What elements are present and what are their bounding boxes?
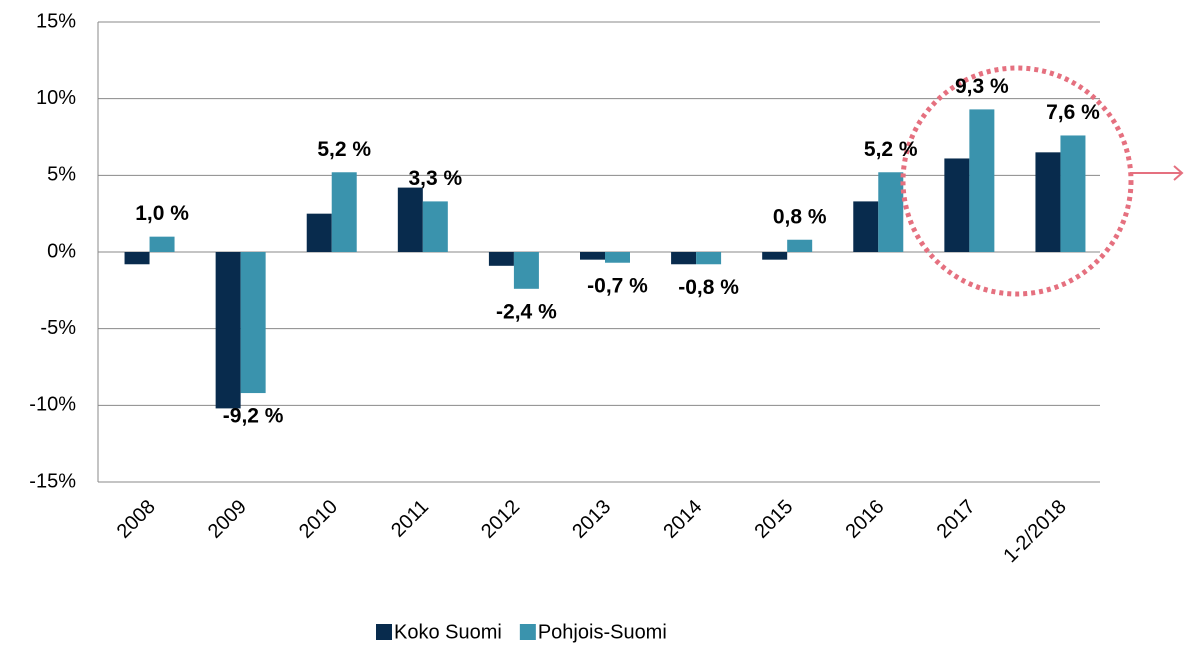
- bar: [488, 252, 514, 266]
- y-tick-label: 0%: [47, 240, 76, 262]
- value-label: 1,0 %: [135, 202, 189, 225]
- x-tick-label: 2009: [204, 496, 251, 543]
- x-tick-label: 2008: [113, 496, 160, 543]
- value-label: 0,8 %: [773, 205, 827, 228]
- bars: [124, 109, 1086, 409]
- bar: [513, 252, 539, 289]
- bar: [696, 252, 722, 265]
- bar: [787, 239, 813, 252]
- bar: [878, 172, 904, 252]
- y-tick-label: 10%: [36, 87, 76, 109]
- x-tick-label: 2012: [477, 496, 524, 543]
- x-tick-label: 2017: [933, 496, 980, 543]
- x-tick-label: 1-2/2018: [999, 496, 1070, 567]
- legend-swatch: [376, 624, 392, 640]
- value-label: 7,6 %: [1046, 101, 1100, 124]
- bar: [944, 158, 970, 252]
- bar: [215, 252, 241, 409]
- bar: [149, 236, 175, 252]
- x-tick-label: 2016: [842, 496, 889, 543]
- value-label: -0,7 %: [587, 274, 648, 297]
- bar: [969, 109, 995, 253]
- legend-label: Koko Suomi: [394, 621, 502, 643]
- bar: [762, 252, 788, 260]
- y-tick-label: -10%: [29, 394, 76, 416]
- x-tick-label: 2011: [387, 496, 433, 542]
- bar: [605, 252, 630, 263]
- bar: [1035, 152, 1061, 252]
- value-label: -0,8 %: [678, 276, 739, 299]
- bar: [671, 252, 697, 265]
- x-tick-label: 2010: [295, 496, 342, 543]
- highlight-circle: [900, 65, 1134, 297]
- bar: [240, 252, 266, 394]
- value-label: -2,4 %: [496, 300, 557, 323]
- bar: [331, 172, 357, 252]
- value-label: 5,2 %: [317, 138, 371, 161]
- bar: [397, 187, 423, 252]
- value-label: 5,2 %: [864, 138, 918, 161]
- legend: Koko Suomi Pohjois-Suomi: [376, 621, 667, 643]
- bar: [580, 252, 605, 260]
- y-tick-label: -5%: [40, 317, 76, 339]
- bar: [1060, 135, 1086, 252]
- bar: [124, 252, 150, 265]
- value-label: 3,3 %: [408, 167, 462, 190]
- arrow: [1130, 165, 1184, 181]
- value-label: -9,2 %: [223, 405, 284, 428]
- bar: [422, 201, 448, 252]
- bar: [853, 201, 879, 252]
- y-tick-label: 5%: [47, 164, 76, 186]
- x-tick-label: 2014: [659, 496, 706, 543]
- legend-label: Pohjois-Suomi: [538, 621, 667, 643]
- value-label: 9,3 %: [955, 75, 1009, 98]
- y-tick-label: -15%: [29, 470, 76, 492]
- x-tick-label: 2015: [750, 496, 797, 543]
- legend-swatch: [519, 624, 536, 640]
- y-tick-label: 15%: [36, 10, 76, 32]
- bar: [306, 213, 332, 252]
- x-tick-label: 2013: [568, 496, 615, 543]
- labels: -15% -10% -5% 0% 5% 10% 15% 2008 2009 2010 2011 201…: [29, 10, 1100, 567]
